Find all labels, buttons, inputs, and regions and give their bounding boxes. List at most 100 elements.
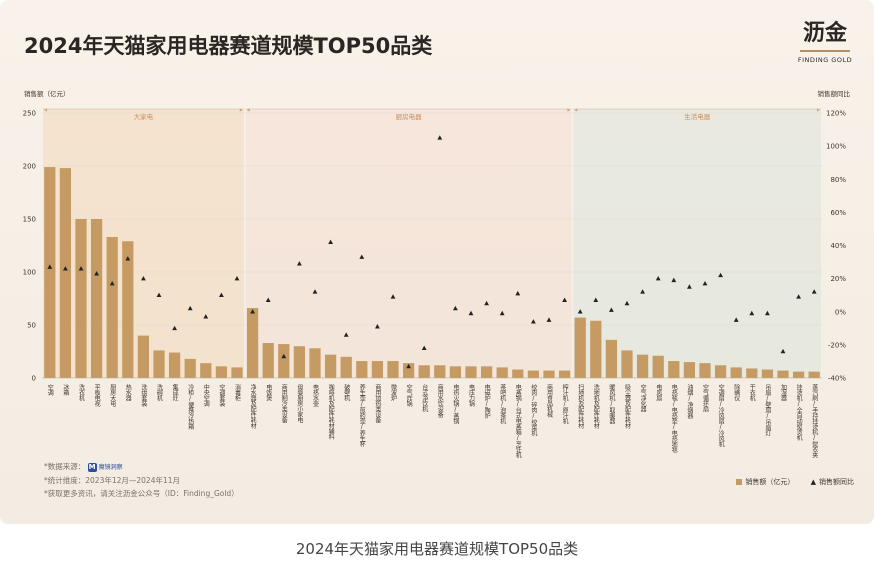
x-tick-33: 榨汁机/原汁机 xyxy=(561,383,568,425)
x-tick-22: 微波炉 xyxy=(390,383,397,402)
bar-20 xyxy=(356,361,368,378)
bar-18 xyxy=(324,354,337,378)
y-tick-3: 150 xyxy=(23,216,36,224)
y2-tick-5: 60% xyxy=(830,209,846,217)
bar-48 xyxy=(792,371,805,378)
chart-canvas: ◂ ▸ 大家电 ◂ ▸ 厨房电器 ◂ ▸ 生活电器 0 50 100 150 200 250 -40% -20%… xyxy=(23,89,851,459)
yoy-marker-17 xyxy=(312,289,318,294)
yoy-marker-23 xyxy=(406,363,411,369)
yoy-marker-19 xyxy=(343,332,349,337)
bar-34 xyxy=(574,317,586,378)
yoy-marker-20 xyxy=(359,254,365,259)
bar-7 xyxy=(153,350,165,378)
yoy-marker-27 xyxy=(468,310,474,316)
yoy-marker-14 xyxy=(265,297,271,302)
x-tick-25: 商用水饮设备 xyxy=(436,383,443,419)
y2-axis-title: 销售额同比 xyxy=(818,89,851,98)
yoy-marker-36 xyxy=(609,307,614,312)
y2-tick-1: -20% xyxy=(828,341,846,349)
x-tick-44: 除螨仪 xyxy=(733,383,740,401)
y2-tick-3: 20% xyxy=(830,275,846,283)
bar-37 xyxy=(621,350,633,378)
x-tick-32: 商用食品机械 xyxy=(546,383,553,419)
x-tick-38: 空气净化器 xyxy=(639,383,646,413)
bar-32 xyxy=(543,370,555,378)
chart-title: 2024年天猫家用电器赛道规模TOP50品类 xyxy=(24,34,433,58)
bar-38 xyxy=(636,354,649,378)
yoy-marker-43 xyxy=(718,272,723,278)
bar-14 xyxy=(262,343,274,378)
yoy-marker-31 xyxy=(531,319,536,324)
x-tick-39: 电风扇 xyxy=(655,383,662,402)
yoy-marker-10 xyxy=(203,314,209,319)
yoy-marker-0 xyxy=(47,264,53,269)
yoy-marker-12 xyxy=(234,276,240,281)
x-tick-40: 电热毯/电热垫/电热地毯 xyxy=(670,383,677,453)
x-tick-41: 油烟/净烟器 xyxy=(686,383,693,420)
bar-17 xyxy=(309,348,321,378)
y-tick-5: 250 xyxy=(23,110,36,118)
x-tick-36: 暖风机/取暖器 xyxy=(608,383,615,425)
bar-33 xyxy=(558,370,571,378)
bar-42 xyxy=(699,363,711,378)
group-band-2 xyxy=(573,109,821,378)
bar-2 xyxy=(75,219,87,378)
bar-36 xyxy=(605,339,618,378)
yoy-marker-46 xyxy=(765,310,770,316)
x-tick-10: 中央空调 xyxy=(202,383,209,408)
yoy-marker-38 xyxy=(640,289,645,294)
yoy-marker-6 xyxy=(141,276,146,281)
x-tick-37: 吸尘器及配件耗材 xyxy=(624,384,631,429)
x-tick-23: 空气炸锅 xyxy=(405,383,412,408)
bar-22 xyxy=(387,361,399,378)
yoy-marker-25 xyxy=(437,135,443,140)
x-tick-49: 蒸汽刷/手持挂烫机/熨衣夹 xyxy=(811,383,818,459)
yoy-marker-40 xyxy=(671,277,677,283)
x-tick-12: 消毒柜 xyxy=(234,383,241,402)
y2-tick-0: -40% xyxy=(828,375,846,383)
bar-16 xyxy=(293,346,306,378)
x-tick-2: 洗衣机 xyxy=(78,383,85,402)
bar-30 xyxy=(512,369,524,378)
y2-tick-8: 120% xyxy=(826,110,846,118)
bar-23 xyxy=(402,363,415,378)
bar-21 xyxy=(371,361,384,378)
x-tick-4: 厨房大电 xyxy=(109,384,116,407)
x-tick-19: 破壁机 xyxy=(343,383,350,402)
bar-11 xyxy=(215,366,228,378)
x-tick-35: 洗地机及配件耗材 xyxy=(592,383,599,429)
y2-tick-4: 40% xyxy=(830,242,846,250)
y2-tick-6: 80% xyxy=(830,176,846,184)
bar-35 xyxy=(590,320,602,378)
x-tick-29: 茶吧机/泡茶机 xyxy=(499,383,506,425)
brand-logo: 沥金 FINDING GOLD xyxy=(794,20,856,70)
x-tick-45: 干衣机 xyxy=(748,384,755,402)
footnote-source: *数据来源： M 魔镜洞察 xyxy=(44,460,239,474)
x-tick-5: 热水器 xyxy=(124,383,131,402)
bar-31 xyxy=(527,370,540,378)
bar-3 xyxy=(90,219,103,378)
y-tick-0: 0 xyxy=(32,375,36,383)
x-tick-26: 电热火锅/蒸锅 xyxy=(452,383,459,425)
legend-marker-label: 销售额同比 xyxy=(819,478,854,486)
bar-45 xyxy=(746,368,758,378)
bar-26 xyxy=(449,366,462,378)
group-band-1 xyxy=(245,109,572,378)
yoy-marker-13 xyxy=(250,309,255,314)
source-name: 魔镜洞察 xyxy=(98,463,123,471)
x-tick-17: 电热水壶 xyxy=(312,383,319,407)
y2-tick-2: 0% xyxy=(835,308,846,316)
y-tick-4: 200 xyxy=(23,163,36,171)
yoy-marker-5 xyxy=(125,256,131,261)
bar-44 xyxy=(730,367,742,378)
bar-4 xyxy=(106,237,118,378)
figure-caption: 2024年天猫家用电器赛道规模TOP50品类 xyxy=(295,540,579,558)
bar-9 xyxy=(184,358,196,378)
bar-1 xyxy=(59,168,72,378)
chart-card xyxy=(0,0,874,524)
yoy-marker-49 xyxy=(811,289,817,294)
source-prefix: *数据来源： xyxy=(44,462,86,471)
group-header-arrow-right-2: ▸ xyxy=(817,107,820,114)
x-tick-27: 电压力锅 xyxy=(468,383,475,408)
yoy-marker-8 xyxy=(172,325,177,331)
